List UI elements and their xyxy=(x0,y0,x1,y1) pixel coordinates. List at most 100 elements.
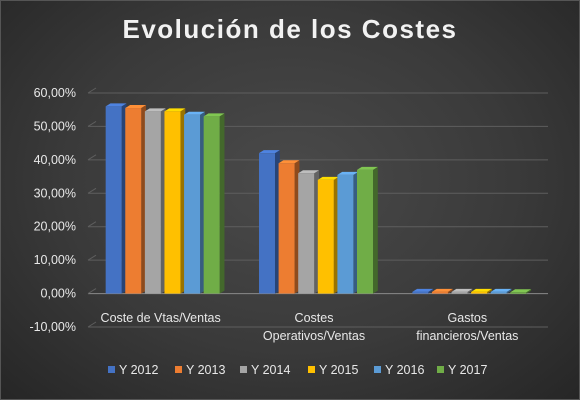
y-tick-label: 50,00% xyxy=(34,119,76,133)
bar xyxy=(451,288,473,294)
legend-item: Y 2012 xyxy=(108,363,158,377)
bar-front xyxy=(471,291,488,294)
legend-item: Y 2016 xyxy=(374,363,424,377)
bar-front xyxy=(337,174,354,294)
category-label: financieros/Ventas xyxy=(416,329,518,343)
grid-depth-line xyxy=(87,87,97,94)
grid-depth-line xyxy=(87,221,97,228)
bar-side xyxy=(428,288,434,294)
y-tick-label: 0,00% xyxy=(41,287,76,301)
legend-swatch xyxy=(108,366,115,373)
y-tick-label: 40,00% xyxy=(34,153,76,167)
y-axis-ticks: 60,00% 50,00% 40,00% 30,00% 20,00% 10,00% 0,00… xyxy=(29,86,76,334)
legend-label: Y 2017 xyxy=(448,363,487,377)
bar-front xyxy=(317,179,334,294)
category-labels: Coste de Vtas/Ventas Costes Operativos/Ven… xyxy=(101,311,519,343)
bar-front xyxy=(144,111,161,294)
legend-label: Y 2012 xyxy=(119,363,158,377)
legend-swatch xyxy=(374,366,381,373)
bar-top xyxy=(298,170,319,174)
grid-depth-line xyxy=(87,187,97,194)
bar-side xyxy=(487,288,492,294)
bar-side xyxy=(219,113,225,294)
bar-front xyxy=(278,163,295,294)
category-label: Coste de Vtas/Ventas xyxy=(101,311,221,325)
y-tick-label: 30,00% xyxy=(34,186,76,200)
grid-depth-line xyxy=(87,254,97,261)
category-label: Gastos xyxy=(448,311,488,325)
bar xyxy=(164,108,186,294)
bar-top xyxy=(105,103,127,107)
grid-depth-line xyxy=(87,321,97,328)
bar-top xyxy=(471,288,492,292)
bar-front xyxy=(357,169,373,294)
legend-swatch xyxy=(175,366,182,373)
chart-title: Evolución de los Costes xyxy=(122,14,458,44)
bar-front xyxy=(164,111,181,294)
bar xyxy=(105,103,127,294)
y-tick-label: 20,00% xyxy=(34,220,76,234)
bar-top xyxy=(357,166,378,170)
bar-top xyxy=(431,288,453,292)
bar-top xyxy=(125,105,147,109)
bar xyxy=(144,108,166,294)
bar-side xyxy=(467,288,473,294)
bar-top xyxy=(451,288,473,292)
bar-top xyxy=(337,171,359,175)
bar xyxy=(259,150,280,294)
bar-front xyxy=(510,292,527,294)
legend-label: Y 2016 xyxy=(385,363,424,377)
legend-label: Y 2013 xyxy=(186,363,225,377)
bar-front xyxy=(490,291,507,294)
bar-front xyxy=(125,108,142,294)
bar xyxy=(317,176,339,294)
legend-swatch xyxy=(437,366,444,373)
bar-front xyxy=(298,173,315,294)
bar xyxy=(510,289,532,294)
bars xyxy=(105,103,532,294)
category-label: Costes xyxy=(295,311,334,325)
category-label: Operativos/Ventas xyxy=(263,329,365,343)
bar-top xyxy=(184,111,205,115)
bar xyxy=(490,288,512,294)
bar-side xyxy=(373,166,378,294)
grid-depth-line xyxy=(87,121,97,127)
grid-depth-line xyxy=(87,288,97,294)
bar-top xyxy=(203,113,225,117)
y-tick-label: -10,00% xyxy=(29,320,76,334)
bar-top xyxy=(144,108,166,112)
bar-front xyxy=(431,291,448,294)
legend: Y 2012 Y 2013 Y 2014 Y 2015 Y 2016 Y 2017 xyxy=(108,363,487,377)
bar-top xyxy=(317,176,339,180)
bar-front xyxy=(259,153,275,294)
legend-swatch xyxy=(240,366,247,373)
legend-item: Y 2015 xyxy=(308,363,358,377)
bar-top xyxy=(412,288,434,292)
bar-front xyxy=(105,106,122,294)
bar-front xyxy=(184,114,201,294)
bar-side xyxy=(447,288,453,294)
legend-label: Y 2014 xyxy=(251,363,290,377)
bar-top xyxy=(510,289,532,293)
bar xyxy=(184,111,205,294)
grid-depth-line xyxy=(87,154,97,161)
bar xyxy=(431,288,453,294)
legend-item: Y 2017 xyxy=(437,363,487,377)
bar xyxy=(278,160,300,294)
bar-front xyxy=(203,116,220,294)
bar-side xyxy=(121,103,127,294)
bar xyxy=(298,170,319,294)
y-tick-label: 10,00% xyxy=(34,253,76,267)
legend-item: Y 2013 xyxy=(175,363,225,377)
y-tick-label: 60,00% xyxy=(34,86,76,100)
bar-top xyxy=(259,150,280,154)
bar xyxy=(125,105,147,294)
bar-front xyxy=(451,291,468,294)
bar-side xyxy=(526,289,532,294)
legend-item: Y 2014 xyxy=(240,363,290,377)
bar xyxy=(412,288,434,294)
bar-top xyxy=(278,160,300,164)
bar-top xyxy=(164,108,186,112)
bar-side xyxy=(275,150,280,294)
legend-swatch xyxy=(308,366,315,373)
